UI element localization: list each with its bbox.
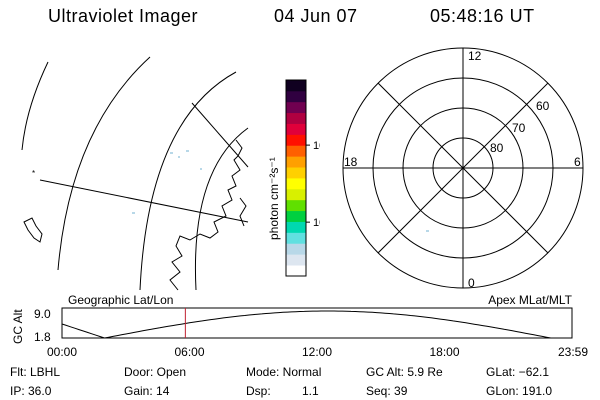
mlt-label-12: 12: [468, 49, 482, 63]
timeline-x-tick-label: 06:00: [174, 345, 204, 359]
colorbar-frame: [285, 79, 307, 277]
colorbar-tick-label: 10: [313, 217, 320, 229]
colorbar-bands: [286, 80, 306, 277]
timeline-y-axis-label: GC Alt: [11, 309, 25, 344]
colorbar-band: [286, 101, 306, 114]
polar-mlt-plot: 12 18 6 0 60 70 80: [342, 47, 584, 290]
map-lat-arc-3: [139, 71, 237, 291]
colorbar-band: [286, 123, 306, 135]
colorbar-band: [286, 134, 306, 146]
map-lat-arc-1: [21, 61, 49, 151]
map-lat-arc-2: [57, 56, 151, 271]
lat-label-60: 60: [536, 99, 550, 113]
colorbar-band: [286, 199, 306, 212]
aurora-speck: [426, 230, 429, 232]
colorbar-band: [286, 156, 306, 168]
colorbar-unit-label: photon cm⁻²s⁻¹: [267, 157, 281, 240]
info-dsp-label: Dsp:: [246, 384, 271, 398]
lat-label-70: 70: [512, 121, 526, 135]
info-glat: GLat: −62.1: [486, 365, 550, 379]
lat-label-80: 80: [490, 141, 504, 155]
timeline-left-label: Geographic Lat/Lon: [68, 293, 173, 307]
colorbar-band: [286, 210, 306, 222]
colorbar-ticks: 100 10: [306, 140, 320, 229]
coastline-east: [169, 139, 243, 291]
timeline-y-tick-min: 1.8: [34, 330, 51, 344]
colorbar-band: [286, 188, 306, 201]
colorbar-band: [286, 112, 306, 124]
colorbar-band: [286, 178, 306, 190]
app-title: Ultraviolet Imager: [48, 6, 199, 26]
colorbar-panel: 100 10 photon cm⁻²s⁻¹: [267, 79, 320, 277]
timeline-y-tick-max: 9.0: [34, 307, 51, 321]
altitude-curve: [61, 310, 572, 339]
mlt-label-18: 18: [344, 155, 358, 169]
mlt-label-0: 0: [468, 276, 475, 290]
map-lon-line-2: [191, 102, 249, 168]
colorbar-tick-label: 100: [313, 140, 320, 152]
geographic-map-panel: *: [21, 56, 249, 291]
header-time: 05:48:16 UT: [430, 6, 535, 26]
timeline-panel: Geographic Lat/Lon Apex MLat/MLT GC Alt …: [11, 293, 588, 359]
info-mode: Mode: Normal: [246, 365, 322, 379]
colorbar-band: [286, 221, 306, 233]
colorbar-band: [286, 232, 306, 244]
info-seq: Seq: 39: [366, 384, 408, 398]
colorbar-band: [286, 90, 306, 103]
info-ip: IP: 36.0: [10, 384, 52, 398]
timeline-x-ticks: 00:00 06:00 12:00 18:00 23:59: [47, 345, 588, 359]
map-lat-arc-4: [194, 127, 249, 291]
info-glon: GLon: 191.0: [486, 384, 553, 398]
colorbar-band: [286, 254, 306, 266]
info-filter: Flt: LBHL: [10, 365, 61, 379]
aurora-speckles: [132, 150, 202, 214]
timeline-x-tick-label: 18:00: [429, 345, 459, 359]
island-left: [23, 217, 43, 243]
timeline-x-tick-label: 23:59: [558, 345, 588, 359]
timeline-x-tick-label: 12:00: [302, 345, 332, 359]
timeline-frame: [61, 307, 573, 339]
polar-diagonal-2: [377, 82, 549, 254]
colorbar-band: [286, 80, 306, 92]
timeline-x-tick-label: 00:00: [47, 345, 77, 359]
info-door: Door: Open: [124, 365, 187, 379]
coastline-east-2: [239, 197, 247, 227]
colorbar-band: [286, 167, 306, 179]
header-date: 04 Jun 07: [274, 6, 358, 26]
timeline-right-label: Apex MLat/MLT: [488, 293, 572, 307]
mlt-label-6: 6: [574, 155, 581, 169]
colorbar-band: [286, 265, 306, 277]
colorbar-band: [286, 145, 306, 157]
info-dsp-value: 1.1: [302, 384, 319, 398]
map-marker: *: [32, 169, 35, 178]
colorbar-band: [286, 243, 306, 255]
info-gc-alt: GC Alt: 5.9 Re: [366, 365, 443, 379]
map-lon-line-1: [39, 179, 249, 223]
info-gain: Gain: 14: [124, 384, 170, 398]
